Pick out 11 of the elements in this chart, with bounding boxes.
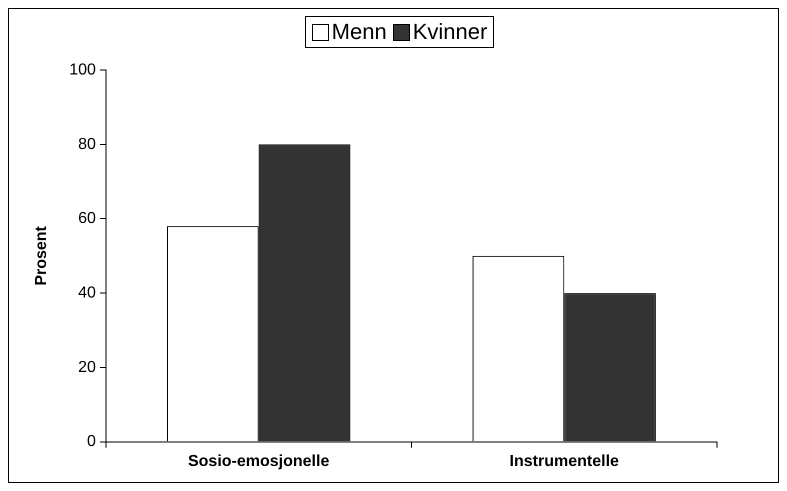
y-axis-title: Prosent (33, 225, 50, 286)
x-tick-label: Instrumentelle (510, 452, 620, 470)
y-tick-label: 80 (78, 136, 96, 153)
legend-label: Kvinner (412, 19, 488, 45)
x-tick-label: Sosio-emosjonelle (188, 452, 330, 470)
legend-label: Menn (332, 19, 387, 45)
y-tick-label: 60 (78, 210, 96, 228)
y-tick-label: 100 (69, 61, 96, 78)
y-tick-label: 20 (78, 358, 96, 376)
y-tick-label: 40 (78, 284, 96, 302)
y-tick-label: 0 (86, 433, 96, 450)
